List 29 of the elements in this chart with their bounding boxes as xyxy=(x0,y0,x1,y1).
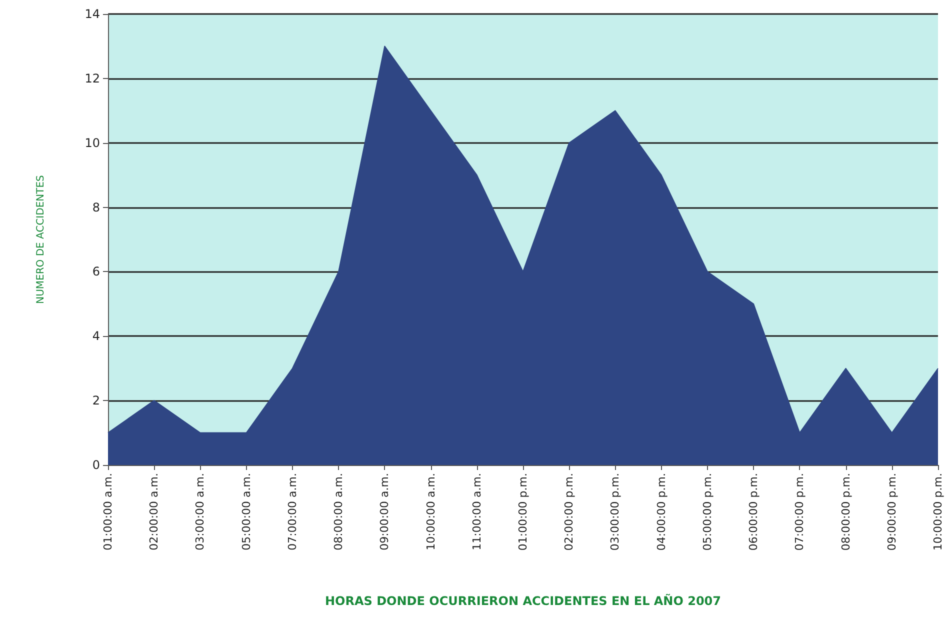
x-tick-label: 04:00:00 p.m. xyxy=(654,473,668,551)
x-tick-label: 08:00:00 a.m. xyxy=(332,473,346,550)
x-tick-label: 10:00:00 a.m. xyxy=(424,473,438,550)
x-tick-label: 03:00:00 a.m. xyxy=(194,473,207,550)
x-tick-label: 09:00:00 p.m. xyxy=(885,473,898,551)
x-tick-label: 01:00:00 a.m. xyxy=(102,473,114,550)
x-tick-label: 07:00:00 a.m. xyxy=(286,473,299,550)
y-tick-label: 2 xyxy=(92,394,100,408)
y-tick-label: 6 xyxy=(92,264,100,279)
x-tick-label: 02:00:00 p.m. xyxy=(562,473,576,551)
y-tick-label: 10 xyxy=(84,136,100,150)
x-tick-label: 05:00:00 p.m. xyxy=(700,473,714,551)
x-tick-label: 02:00:00 a.m. xyxy=(148,473,161,550)
x-tick-label: 03:00:00 p.m. xyxy=(608,473,622,551)
y-tick-label: 8 xyxy=(92,200,100,214)
y-tick-label: 12 xyxy=(84,71,100,86)
x-tick-label: 09:00:00 a.m. xyxy=(378,473,392,550)
x-tick-label: 11:00:00 a.m. xyxy=(470,473,484,550)
y-tick-label: 14 xyxy=(84,7,100,21)
x-tick-label: 08:00:00 p.m. xyxy=(839,473,852,551)
y-axis-title: NUMERO DE ACCIDENTES xyxy=(36,175,46,304)
y-tick-label: 0 xyxy=(92,458,100,472)
x-tick-label: 01:00:00 p.m. xyxy=(516,473,530,551)
x-axis-title: HORAS DONDE OCURRIERON ACCIDENTES EN EL AÑO 2007 xyxy=(324,593,722,608)
x-tick-label: 10:00:00 p.m. xyxy=(932,473,944,551)
x-tick-label: 06:00:00 p.m. xyxy=(747,473,760,551)
x-tick-label: 05:00:00 a.m. xyxy=(240,473,253,550)
x-tick-label: 07:00:00 p.m. xyxy=(793,473,806,551)
y-tick-label: 4 xyxy=(92,329,100,344)
